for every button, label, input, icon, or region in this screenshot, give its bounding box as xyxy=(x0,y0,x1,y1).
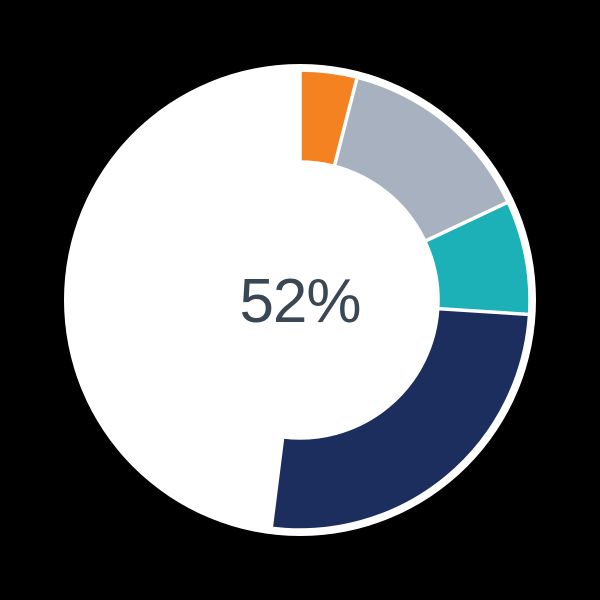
donut-center-percentage-label: 52% xyxy=(239,267,360,336)
donut-segments xyxy=(269,68,532,532)
donut-segment xyxy=(298,68,511,244)
donut-segment xyxy=(298,68,360,169)
